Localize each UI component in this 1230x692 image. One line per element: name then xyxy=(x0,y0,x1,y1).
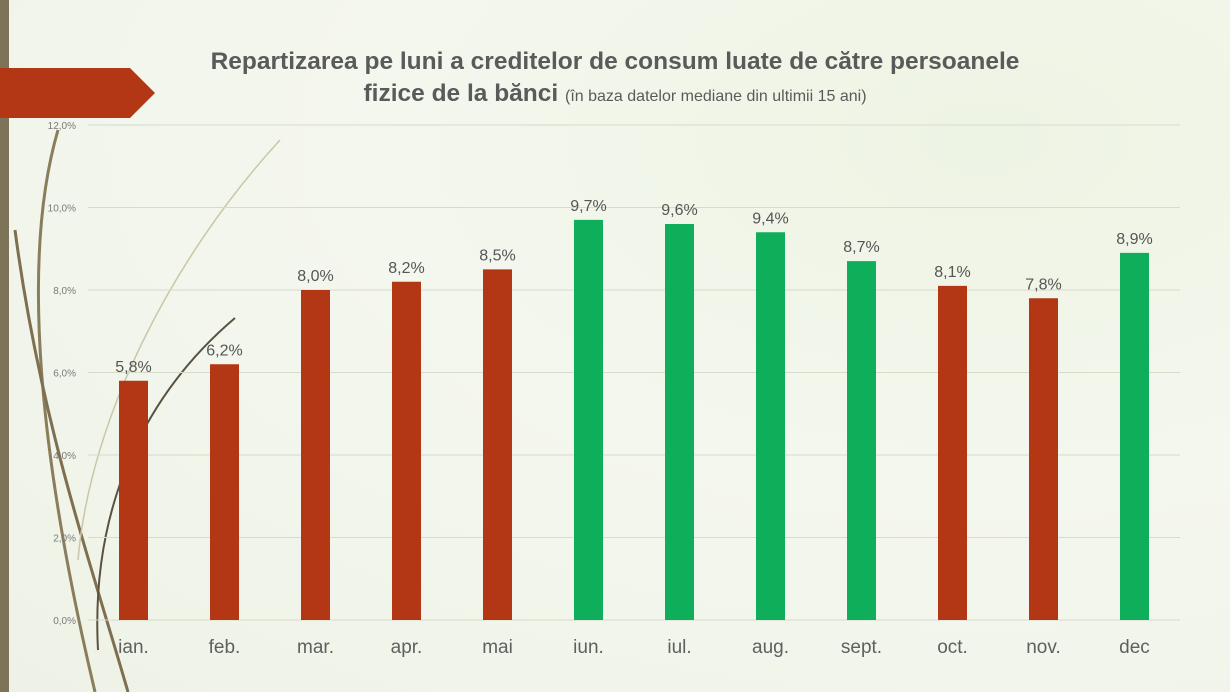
bars xyxy=(119,219,1149,620)
bar-iul xyxy=(665,224,694,620)
x-category-label: ian. xyxy=(118,637,149,658)
gridlines xyxy=(88,124,1180,621)
decorative-left-strip xyxy=(0,0,9,692)
x-category-label: iul. xyxy=(667,637,691,658)
data-label: 9,6% xyxy=(661,202,697,219)
bar-mar xyxy=(301,290,330,620)
y-tick-label: 6,0% xyxy=(53,369,76,380)
data-labels: 5,8% 6,2% 8,0% 8,2% 8,5% 9,7% 9,6% 9,4% 8,7% 8,1%… xyxy=(115,198,1152,376)
data-label: 8,1% xyxy=(934,264,970,281)
x-category-label: apr. xyxy=(391,637,423,658)
chart-title-line-2-text: fizice de la bănci xyxy=(363,80,559,107)
x-category-label: nov. xyxy=(1026,637,1061,658)
bar-aug xyxy=(756,232,785,620)
data-label: 8,7% xyxy=(843,239,879,256)
data-label: 8,5% xyxy=(479,247,515,264)
bar-ian xyxy=(119,380,148,620)
bar-nov xyxy=(1029,298,1058,620)
bar-dec xyxy=(1120,252,1149,620)
y-tick-label: 4,0% xyxy=(53,451,76,462)
bar-iun xyxy=(574,219,603,620)
y-tick-label: 12,0% xyxy=(48,121,76,132)
bar-sept xyxy=(847,261,876,620)
bar-mai xyxy=(483,269,512,620)
data-label: 7,8% xyxy=(1025,276,1061,293)
x-category-label: mai xyxy=(482,637,513,658)
y-tick-label: 8,0% xyxy=(53,286,76,297)
y-axis-tick-labels: 0,0% 2,0% 4,0% 6,0% 8,0% 10,0% 12,0% xyxy=(48,121,76,627)
chart-title-line-1: Repartizarea pe luni a creditelor de con… xyxy=(210,48,1020,75)
x-category-label: sept. xyxy=(841,637,882,658)
x-axis-category-labels: ian. feb. mar. apr. mai iun. iul. aug. sept. oct.… xyxy=(118,637,1150,658)
chart-subtitle: (în baza datelor mediane din ultimii 15 … xyxy=(565,88,867,105)
y-tick-label: 10,0% xyxy=(48,204,76,215)
data-label: 8,0% xyxy=(297,268,333,285)
y-tick-label: 2,0% xyxy=(53,534,76,545)
data-label: 9,4% xyxy=(752,210,788,227)
chart-title: Repartizarea pe luni a creditelor de con… xyxy=(150,46,1080,113)
x-category-label: dec xyxy=(1119,637,1150,658)
bar-oct xyxy=(938,285,967,620)
x-category-label: feb. xyxy=(209,637,241,658)
data-label: 5,8% xyxy=(115,359,151,376)
data-label: 9,7% xyxy=(570,198,606,215)
y-tick-label: 0,0% xyxy=(53,616,76,627)
chart-title-line-2: fizice de la bănci (în baza datelor medi… xyxy=(150,78,1080,113)
data-label: 6,2% xyxy=(206,342,242,359)
x-category-label: iun. xyxy=(573,637,604,658)
bar-apr xyxy=(392,281,421,620)
x-category-label: mar. xyxy=(297,637,334,658)
data-label: 8,2% xyxy=(388,260,424,277)
data-label: 8,9% xyxy=(1116,231,1152,248)
x-category-label: aug. xyxy=(752,637,789,658)
bar-feb xyxy=(210,364,239,620)
x-category-label: oct. xyxy=(937,637,968,658)
decorative-arrow-banner xyxy=(0,68,155,118)
